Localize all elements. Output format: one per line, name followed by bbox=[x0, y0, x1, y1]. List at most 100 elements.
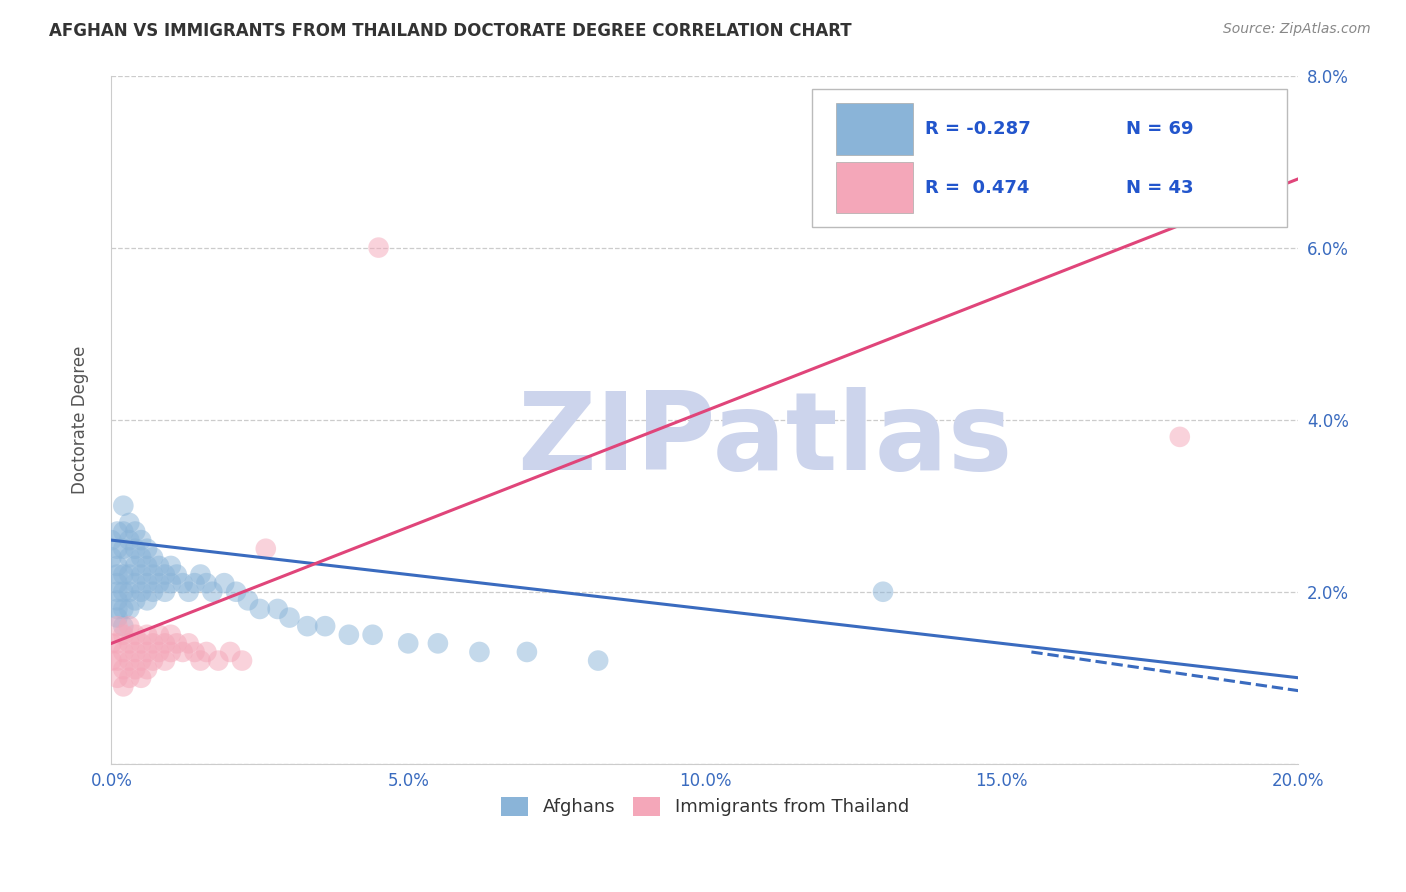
Point bbox=[100, 533, 122, 548]
Point bbox=[105, 654, 128, 668]
Point bbox=[100, 654, 122, 668]
Text: ZIPatlas: ZIPatlas bbox=[516, 387, 1012, 493]
Point bbox=[124, 628, 146, 642]
Point bbox=[112, 645, 135, 659]
Text: R = -0.287: R = -0.287 bbox=[925, 120, 1031, 138]
Point bbox=[124, 662, 146, 676]
Y-axis label: Doctorate Degree: Doctorate Degree bbox=[72, 345, 89, 494]
Point bbox=[142, 636, 165, 650]
Point bbox=[118, 619, 141, 633]
Point bbox=[142, 550, 165, 565]
Point bbox=[177, 636, 200, 650]
Point bbox=[159, 628, 181, 642]
Point bbox=[105, 541, 128, 556]
Point bbox=[118, 550, 141, 565]
Point bbox=[172, 576, 194, 591]
Point bbox=[129, 636, 152, 650]
Point bbox=[105, 610, 128, 624]
Point bbox=[112, 524, 135, 539]
Point bbox=[190, 654, 212, 668]
Point bbox=[166, 636, 188, 650]
Point bbox=[105, 593, 128, 607]
Point bbox=[100, 550, 122, 565]
Point bbox=[148, 645, 170, 659]
Point bbox=[219, 645, 242, 659]
Point bbox=[112, 662, 135, 676]
Point bbox=[118, 516, 141, 530]
Point bbox=[426, 636, 449, 650]
Text: N = 69: N = 69 bbox=[1126, 120, 1194, 138]
Point bbox=[396, 636, 419, 650]
FancyBboxPatch shape bbox=[811, 89, 1286, 227]
Point bbox=[105, 576, 128, 591]
Point bbox=[129, 654, 152, 668]
Point bbox=[153, 654, 176, 668]
Point bbox=[105, 671, 128, 685]
Point bbox=[118, 533, 141, 548]
Point bbox=[136, 576, 159, 591]
Point bbox=[361, 628, 384, 642]
Point bbox=[337, 628, 360, 642]
Point bbox=[129, 671, 152, 685]
Point bbox=[468, 645, 491, 659]
Point bbox=[129, 567, 152, 582]
Point bbox=[254, 541, 277, 556]
Point bbox=[586, 654, 609, 668]
Point bbox=[112, 584, 135, 599]
Point bbox=[225, 584, 247, 599]
Point bbox=[153, 567, 176, 582]
Point bbox=[136, 558, 159, 573]
Point bbox=[124, 558, 146, 573]
Point bbox=[231, 654, 253, 668]
Point bbox=[129, 584, 152, 599]
Point bbox=[136, 628, 159, 642]
Point bbox=[148, 558, 170, 573]
Point bbox=[112, 619, 135, 633]
Point bbox=[278, 610, 301, 624]
Point bbox=[190, 567, 212, 582]
Point bbox=[129, 533, 152, 548]
Point bbox=[183, 576, 205, 591]
Point bbox=[367, 241, 389, 255]
Point bbox=[105, 602, 128, 616]
FancyBboxPatch shape bbox=[835, 161, 912, 213]
Point bbox=[314, 619, 336, 633]
Point bbox=[105, 584, 128, 599]
Point bbox=[124, 541, 146, 556]
Point bbox=[129, 550, 152, 565]
Point bbox=[872, 584, 894, 599]
Point bbox=[136, 662, 159, 676]
Text: R =  0.474: R = 0.474 bbox=[925, 178, 1029, 197]
Point bbox=[159, 558, 181, 573]
Point bbox=[207, 654, 229, 668]
Point bbox=[118, 602, 141, 616]
Point bbox=[177, 584, 200, 599]
Point bbox=[172, 645, 194, 659]
Point bbox=[118, 584, 141, 599]
Point bbox=[142, 567, 165, 582]
Point bbox=[112, 679, 135, 693]
Point bbox=[249, 602, 271, 616]
Point bbox=[124, 576, 146, 591]
Point bbox=[118, 671, 141, 685]
Point bbox=[112, 628, 135, 642]
Point bbox=[105, 558, 128, 573]
Point bbox=[153, 636, 176, 650]
Point bbox=[159, 645, 181, 659]
Point bbox=[105, 619, 128, 633]
Point bbox=[516, 645, 538, 659]
Point bbox=[166, 567, 188, 582]
Point bbox=[148, 628, 170, 642]
Point bbox=[124, 645, 146, 659]
Point bbox=[236, 593, 259, 607]
Point bbox=[105, 524, 128, 539]
Point bbox=[100, 636, 122, 650]
FancyBboxPatch shape bbox=[835, 103, 912, 154]
Point bbox=[112, 567, 135, 582]
Point bbox=[148, 576, 170, 591]
Legend: Afghans, Immigrants from Thailand: Afghans, Immigrants from Thailand bbox=[494, 789, 917, 823]
Point bbox=[142, 654, 165, 668]
Point bbox=[112, 499, 135, 513]
Point bbox=[136, 541, 159, 556]
Point bbox=[118, 654, 141, 668]
